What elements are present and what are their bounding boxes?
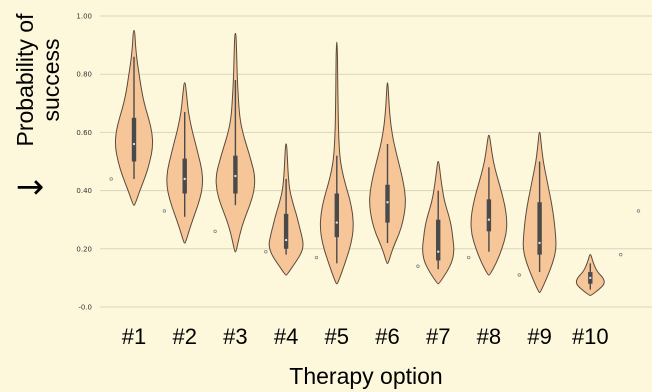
x-axis-title: Therapy option [289, 363, 442, 389]
y-axis-title-line-1: Probability of [12, 13, 38, 147]
outlier-point [517, 273, 522, 277]
y-tick-label: 0.80 [76, 71, 92, 79]
y-tick-label: -0.0 [78, 304, 92, 312]
y-tick-label: 0.60 [76, 129, 92, 137]
outlier-point [466, 255, 471, 260]
outlier-point [213, 229, 217, 234]
outlier-point [109, 177, 113, 181]
violin-median [437, 250, 440, 253]
x-tick-label: #3 [223, 324, 247, 349]
violin-1 [109, 30, 154, 206]
x-tick-label: #10 [572, 324, 609, 349]
violin-median [538, 241, 541, 245]
violin-iqr-box [385, 184, 390, 223]
x-tick-label: #1 [122, 324, 146, 349]
violin-iqr-box [233, 155, 238, 194]
y-axis-title: Probability of success [12, 13, 64, 147]
x-tick-label: #7 [426, 324, 450, 349]
violin-iqr-box [131, 117, 137, 162]
x-tick-label: #6 [375, 324, 399, 349]
y-tick-label: 0.40 [76, 187, 92, 195]
violin-iqr-box [537, 202, 542, 255]
violin-median [284, 238, 288, 242]
y-tick-label: 1.00 [76, 13, 92, 21]
violin-median [335, 221, 338, 224]
x-tick-label: #2 [172, 324, 196, 349]
y-axis-ticks: -0.0 0.20 0.40 0.60 0.80 1.00 [76, 13, 92, 312]
outlier-point [619, 252, 623, 257]
violin-median [487, 218, 491, 221]
violin-median [183, 177, 186, 181]
violin-median [234, 174, 237, 178]
x-tick-label: #5 [325, 324, 349, 349]
violin-10 [575, 252, 623, 296]
violin-4 [264, 143, 304, 276]
violin-iqr-box [334, 193, 339, 238]
x-tick-label: #8 [477, 324, 501, 349]
x-tick-label: #4 [274, 324, 298, 349]
violin-5 [314, 41, 354, 285]
y-axis-title-line-2: success [38, 38, 64, 121]
outlier-point [162, 209, 167, 213]
x-axis-ticks: #1 #2 #3 #4 #5 #6 #7 #8 #9 #10 [122, 324, 609, 349]
violin-8 [466, 134, 508, 276]
violin-iqr-box [283, 213, 289, 249]
violin-iqr-box [182, 158, 187, 194]
violin-iqr-box [436, 219, 441, 261]
violin-9 [517, 131, 557, 293]
violin-median [132, 142, 136, 146]
outlier-point [636, 209, 641, 213]
violin-7 [416, 161, 455, 285]
violin-2 [162, 82, 204, 244]
outlier-point [416, 264, 420, 268]
x-tick-label: #9 [527, 324, 551, 349]
violin-median [589, 276, 592, 280]
violin-median [386, 201, 389, 204]
violin-iqr-box [486, 199, 492, 232]
outlier-point [314, 255, 319, 260]
y-tick-label: 0.20 [76, 245, 92, 253]
violin-3 [213, 33, 256, 253]
violin-6 [369, 82, 406, 264]
outlier-point [264, 250, 268, 254]
violins [109, 30, 641, 296]
arrow-glyph: → [16, 167, 45, 207]
